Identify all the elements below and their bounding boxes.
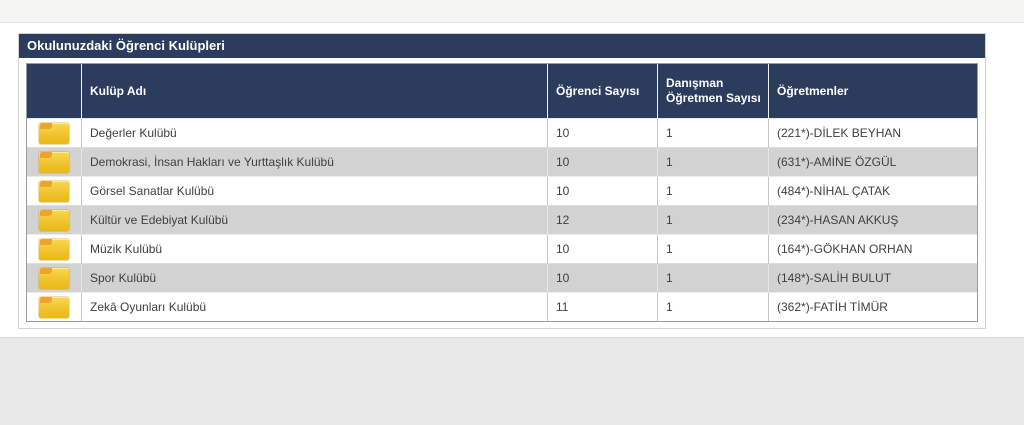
student-count: 12 [547,205,658,235]
club-name: Kültür ve Edebiyat Kulübü [81,205,548,235]
folder-icon[interactable] [39,151,69,173]
table-row: Spor Kulübü 10 1 (148*)-SALİH BULUT [27,263,977,293]
folder-icon[interactable] [39,122,69,144]
folder-icon[interactable] [39,238,69,260]
table-row: Değerler Kulübü 10 1 (221*)-DİLEK BEYHAN [27,118,977,148]
advisor-count: 1 [657,176,769,206]
top-band [0,0,1024,23]
column-header-icon [27,64,82,119]
advisor-count: 1 [657,234,769,264]
footer-band [0,337,1024,425]
club-open-cell[interactable] [27,147,82,177]
student-count: 10 [547,263,658,293]
table-header-row: Kulüp Adı Öğrenci Sayısı Danışman Öğretm… [27,64,977,119]
club-name: Demokrasi, İnsan Hakları ve Yurttaşlık K… [81,147,548,177]
club-name: Görsel Sanatlar Kulübü [81,176,548,206]
column-header-student-count: Öğrenci Sayısı [547,64,658,119]
column-header-club-name: Kulüp Adı [81,64,548,119]
club-name: Müzik Kulübü [81,234,548,264]
advisor-count: 1 [657,147,769,177]
student-count: 10 [547,176,658,206]
teachers-value: (164*)-GÖKHAN ORHAN [768,234,977,264]
teachers-value: (484*)-NİHAL ÇATAK [768,176,977,206]
panel-title: Okulunuzdaki Öğrenci Kulüpleri [19,34,985,58]
table-row: Demokrasi, İnsan Hakları ve Yurttaşlık K… [27,147,977,177]
advisor-count: 1 [657,292,769,321]
table-row: Kültür ve Edebiyat Kulübü 12 1 (234*)-HA… [27,205,977,235]
club-open-cell[interactable] [27,292,82,321]
teachers-value: (148*)-SALİH BULUT [768,263,977,293]
club-name: Değerler Kulübü [81,118,548,148]
teachers-value: (362*)-FATİH TİMÜR [768,292,977,321]
club-open-cell[interactable] [27,118,82,148]
student-clubs-panel: Okulunuzdaki Öğrenci Kulüpleri Kulüp Adı… [18,33,986,329]
student-count: 10 [547,147,658,177]
advisor-count: 1 [657,205,769,235]
student-count: 10 [547,118,658,148]
folder-icon[interactable] [39,209,69,231]
table-row: Zekâ Oyunları Kulübü 11 1 (362*)-FATİH T… [27,292,977,321]
teachers-value: (631*)-AMİNE ÖZGÜL [768,147,977,177]
table-row: Görsel Sanatlar Kulübü 10 1 (484*)-NİHAL… [27,176,977,206]
club-name: Spor Kulübü [81,263,548,293]
student-count: 10 [547,234,658,264]
clubs-table: Kulüp Adı Öğrenci Sayısı Danışman Öğretm… [26,63,978,322]
advisor-count: 1 [657,118,769,148]
column-header-teachers: Öğretmenler [768,64,977,119]
teachers-value: (221*)-DİLEK BEYHAN [768,118,977,148]
folder-icon[interactable] [39,296,69,318]
club-name: Zekâ Oyunları Kulübü [81,292,548,321]
teachers-value: (234*)-HASAN AKKUŞ [768,205,977,235]
folder-icon[interactable] [39,180,69,202]
club-open-cell[interactable] [27,205,82,235]
club-open-cell[interactable] [27,176,82,206]
club-open-cell[interactable] [27,234,82,264]
column-header-advisor-count: Danışman Öğretmen Sayısı [657,64,769,119]
advisor-count: 1 [657,263,769,293]
table-row: Müzik Kulübü 10 1 (164*)-GÖKHAN ORHAN [27,234,977,264]
folder-icon[interactable] [39,267,69,289]
club-open-cell[interactable] [27,263,82,293]
student-count: 11 [547,292,658,321]
